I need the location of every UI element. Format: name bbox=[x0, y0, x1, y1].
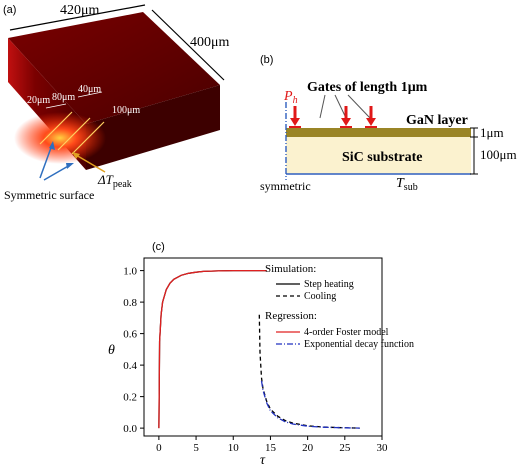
legend-exp-label: Exponential decay function bbox=[304, 339, 414, 350]
heat-arrows bbox=[290, 106, 376, 126]
delta-t-arrowhead bbox=[72, 152, 80, 159]
block-top-face bbox=[8, 12, 220, 124]
x-tick-label: 20 bbox=[302, 442, 314, 454]
gate-line-2 bbox=[57, 117, 91, 151]
gate-line-3 bbox=[71, 121, 105, 155]
series-line-step-heating bbox=[158, 269, 267, 429]
dim-420-line bbox=[9, 4, 146, 31]
x-tick-label: 0 bbox=[156, 442, 162, 454]
panel-a-thermal-block: (a) 420μm 400μm 20μm 80μm 40μm 100μm ΔTp… bbox=[0, 0, 250, 210]
y-tick-label: 1.0 bbox=[123, 266, 137, 278]
delta-t-label: ΔTpeak bbox=[97, 172, 132, 190]
panel-c-label: (c) bbox=[152, 241, 165, 253]
tsub-label: Tsub bbox=[396, 176, 418, 193]
series-line-exponential-decay-function bbox=[260, 380, 360, 429]
panel-b-label: (b) bbox=[260, 54, 273, 66]
panel-b-cross-section: (b) Ph Gates of length 1μm GaN layer SiC… bbox=[250, 40, 520, 210]
plot-frame bbox=[143, 257, 383, 437]
hot-spot bbox=[14, 112, 106, 164]
symmetric-surface-label: Symmetric surface bbox=[4, 188, 94, 202]
dim-20-label: 20μm bbox=[27, 95, 50, 106]
dim-100-label-b: 100μm bbox=[480, 147, 517, 162]
gan-label: GaN layer bbox=[406, 113, 468, 128]
x-tick-label: 5 bbox=[193, 442, 199, 454]
y-tick-label: 0.6 bbox=[123, 329, 137, 341]
legend-cooling-label: Cooling bbox=[304, 291, 336, 302]
symmetric-arrowhead-2 bbox=[66, 163, 74, 169]
symmetric-label-b: symmetric bbox=[260, 179, 311, 193]
panel-b-figure: (b) Ph Gates of length 1μm GaN layer SiC… bbox=[260, 54, 517, 193]
x-axis-label: τ bbox=[260, 453, 266, 468]
y-tick-label: 0.0 bbox=[123, 423, 137, 435]
gate-pointer-1 bbox=[319, 94, 326, 119]
x-tick-label: 15 bbox=[265, 442, 277, 454]
gate-pointer-2 bbox=[334, 94, 347, 119]
y-axis-label: θ bbox=[108, 343, 115, 358]
symmetric-arrow-2 bbox=[43, 164, 71, 181]
block-side-face bbox=[86, 85, 220, 170]
panel-c-chart: (c) 0 5 10 15 20 25 30 0.0 0.2 0.4 0.6 0.8 1.0 θ τ S… bbox=[100, 236, 520, 471]
symmetric-arrow-1 bbox=[39, 144, 53, 179]
gates-label: Gates of length 1μm bbox=[307, 80, 428, 95]
gate-1 bbox=[289, 126, 301, 128]
dim-400-label: 400μm bbox=[190, 35, 230, 50]
symmetric-arrowhead-1 bbox=[49, 141, 55, 150]
legend-reg-title: Regression: bbox=[265, 310, 317, 322]
dim-small-line-1 bbox=[45, 103, 67, 109]
gate-3 bbox=[365, 126, 377, 128]
dim-small-line-2 bbox=[77, 91, 103, 98]
gate-line-1 bbox=[39, 111, 73, 145]
y-tick-label: 0.8 bbox=[123, 297, 137, 309]
x-tick-label: 30 bbox=[377, 442, 389, 454]
legend-foster-label: 4-order Foster model bbox=[304, 327, 389, 338]
panel-a-figure: (a) 420μm 400μm 20μm 80μm 40μm 100μm ΔTp… bbox=[3, 3, 230, 202]
gan-layer bbox=[286, 128, 471, 137]
dim-1-label: 1μm bbox=[480, 125, 504, 140]
series-line-cooling bbox=[258, 314, 360, 429]
sic-label: SiC substrate bbox=[342, 150, 423, 165]
theta-tau-chart: (c) 0 5 10 15 20 25 30 0.0 0.2 0.4 0.6 0.8 1.0 θ τ S… bbox=[108, 241, 414, 468]
series-line-4-order-foster-model bbox=[158, 269, 267, 429]
ph-label: Ph bbox=[283, 89, 298, 106]
dim-80-label: 80μm bbox=[52, 92, 75, 103]
gate-2 bbox=[340, 126, 352, 128]
dim-100-label: 100μm bbox=[112, 105, 140, 116]
y-tick-label: 0.4 bbox=[123, 360, 137, 372]
panel-a-label: (a) bbox=[3, 4, 16, 16]
delta-t-arrow bbox=[75, 154, 106, 173]
sic-substrate bbox=[286, 137, 471, 174]
x-tick-label: 10 bbox=[228, 442, 240, 454]
dim-40-label: 40μm bbox=[78, 84, 101, 95]
dim-400-line bbox=[151, 9, 225, 81]
gate-pointer-3 bbox=[347, 94, 371, 119]
y-tick-label: 0.2 bbox=[123, 392, 137, 404]
chart-legend: Simulation: Step heating Cooling Regress… bbox=[265, 263, 414, 350]
dim-420-label: 420μm bbox=[60, 3, 100, 18]
legend-step-label: Step heating bbox=[304, 279, 354, 290]
x-tick-label: 25 bbox=[339, 442, 351, 454]
legend-sim-title: Simulation: bbox=[265, 263, 316, 275]
